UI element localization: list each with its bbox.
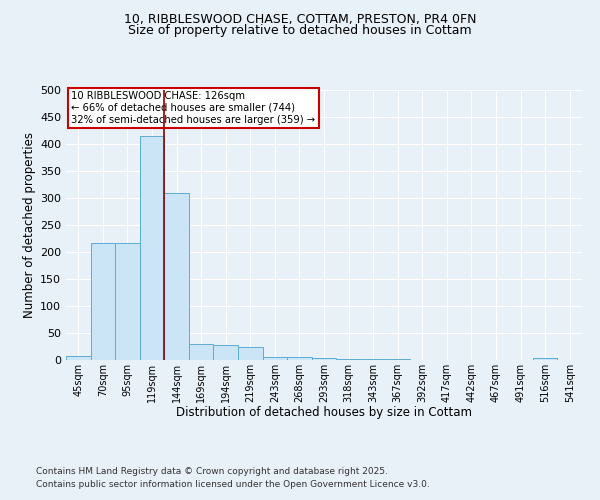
- Text: 10 RIBBLESWOOD CHASE: 126sqm
← 66% of detached houses are smaller (744)
32% of s: 10 RIBBLESWOOD CHASE: 126sqm ← 66% of de…: [71, 92, 315, 124]
- X-axis label: Distribution of detached houses by size in Cottam: Distribution of detached houses by size …: [176, 406, 472, 419]
- Y-axis label: Number of detached properties: Number of detached properties: [23, 132, 36, 318]
- Bar: [238, 346, 263, 360]
- Bar: [66, 356, 91, 360]
- Text: Contains public sector information licensed under the Open Government Licence v3: Contains public sector information licen…: [36, 480, 430, 489]
- Bar: [533, 358, 557, 360]
- Bar: [263, 357, 287, 360]
- Bar: [140, 136, 164, 360]
- Bar: [91, 244, 115, 360]
- Text: 10, RIBBLESWOOD CHASE, COTTAM, PRESTON, PR4 0FN: 10, RIBBLESWOOD CHASE, COTTAM, PRESTON, …: [124, 12, 476, 26]
- Bar: [189, 344, 214, 360]
- Text: Contains HM Land Registry data © Crown copyright and database right 2025.: Contains HM Land Registry data © Crown c…: [36, 468, 388, 476]
- Bar: [214, 345, 238, 360]
- Bar: [115, 244, 140, 360]
- Bar: [287, 358, 312, 360]
- Text: Size of property relative to detached houses in Cottam: Size of property relative to detached ho…: [128, 24, 472, 37]
- Bar: [164, 192, 189, 360]
- Bar: [312, 358, 336, 360]
